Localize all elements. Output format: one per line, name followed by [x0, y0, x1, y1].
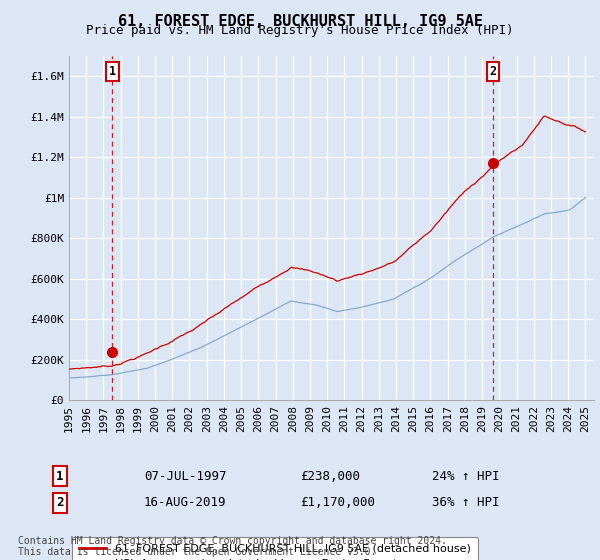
Text: 24% ↑ HPI: 24% ↑ HPI	[432, 469, 499, 483]
Text: 2: 2	[489, 65, 496, 78]
Text: 1: 1	[109, 65, 116, 78]
Text: 07-JUL-1997: 07-JUL-1997	[144, 469, 227, 483]
Text: Contains HM Land Registry data © Crown copyright and database right 2024.
This d: Contains HM Land Registry data © Crown c…	[18, 535, 447, 557]
Text: 16-AUG-2019: 16-AUG-2019	[144, 496, 227, 510]
Text: 36% ↑ HPI: 36% ↑ HPI	[432, 496, 499, 510]
Text: £1,170,000: £1,170,000	[300, 496, 375, 510]
Text: Price paid vs. HM Land Registry's House Price Index (HPI): Price paid vs. HM Land Registry's House …	[86, 24, 514, 36]
Text: 2: 2	[56, 496, 64, 510]
Text: £238,000: £238,000	[300, 469, 360, 483]
Text: 61, FOREST EDGE, BUCKHURST HILL, IG9 5AE: 61, FOREST EDGE, BUCKHURST HILL, IG9 5AE	[118, 14, 482, 29]
Legend: 61, FOREST EDGE, BUCKHURST HILL, IG9 5AE (detached house), HPI: Average price, d: 61, FOREST EDGE, BUCKHURST HILL, IG9 5AE…	[72, 537, 478, 560]
Text: 1: 1	[56, 469, 64, 483]
